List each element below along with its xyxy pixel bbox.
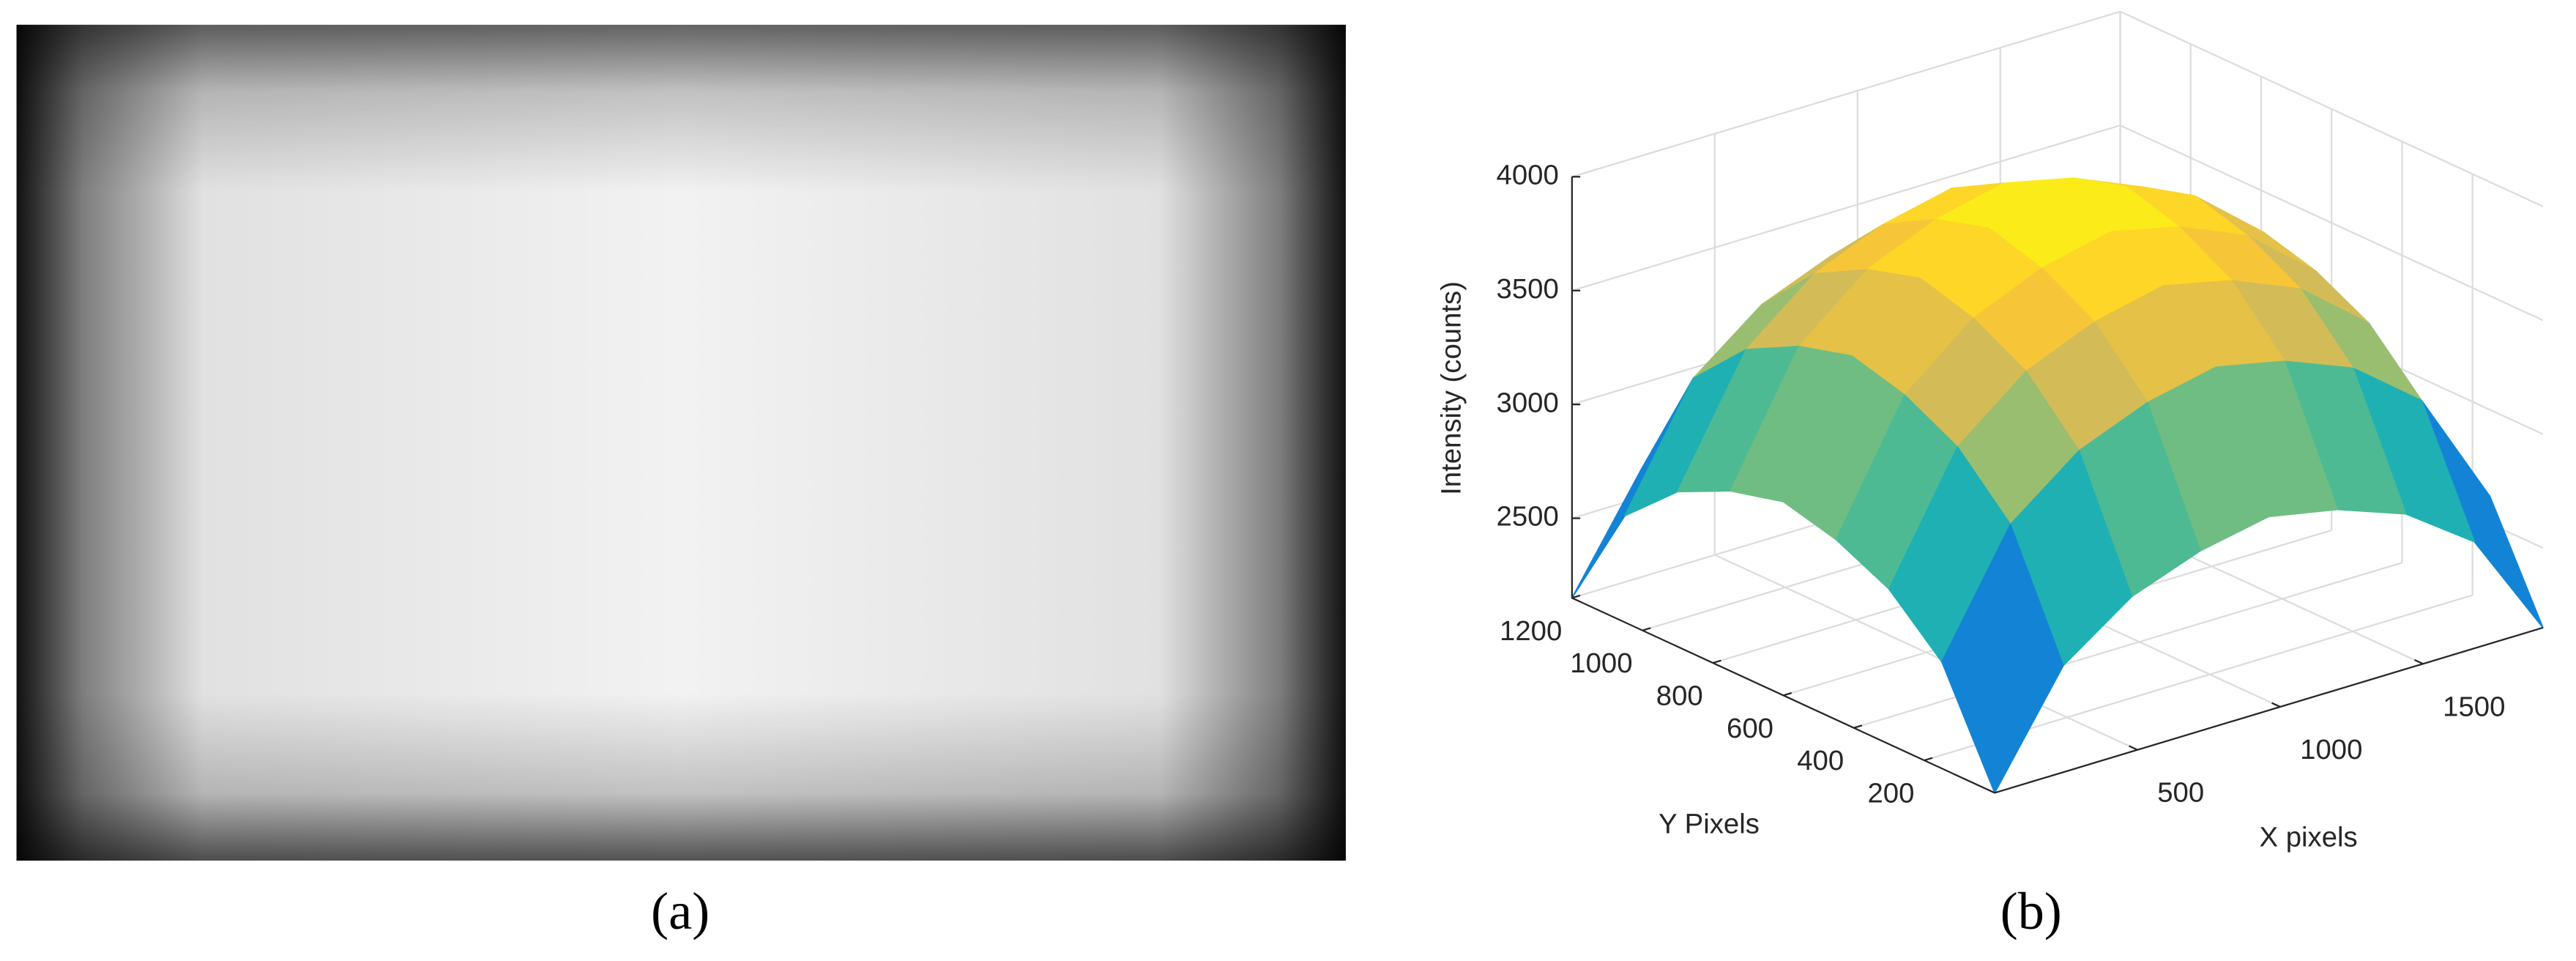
x-tick-label: 1000 bbox=[2300, 734, 2362, 765]
y-tick-label: 600 bbox=[1727, 713, 1773, 744]
surface-patch bbox=[1941, 524, 2064, 794]
y-tick bbox=[1783, 691, 1793, 697]
x-tick bbox=[2271, 702, 2281, 708]
z-tick-label: 4000 bbox=[1497, 159, 1559, 190]
y-tick-label: 200 bbox=[1867, 778, 1914, 809]
y-tick-label: 1200 bbox=[1500, 615, 1562, 647]
y-tick bbox=[1853, 724, 1863, 729]
x-tick bbox=[2129, 745, 2138, 751]
z-tick-label: 3500 bbox=[1497, 273, 1559, 305]
wall-grid-z bbox=[1571, 125, 2121, 292]
y-tick bbox=[1571, 594, 1581, 599]
y-tick-label: 1000 bbox=[1570, 648, 1632, 679]
x-tick bbox=[2414, 658, 2424, 665]
figure-content: (a) 2500 3000 3500 4000 200 400 600 800 1000 1200 5… bbox=[16, 10, 2544, 940]
wall-grid-z bbox=[2120, 10, 2544, 207]
vignette-image bbox=[16, 24, 1346, 861]
y-tick bbox=[1712, 659, 1721, 664]
axis-line bbox=[1994, 626, 2544, 794]
y-tick bbox=[1924, 757, 1933, 762]
z-tick-label: 3000 bbox=[1497, 387, 1559, 418]
y-axis-title: Y Pixels bbox=[1659, 809, 1760, 840]
wall-grid-z bbox=[2120, 125, 2544, 322]
y-tick bbox=[1642, 627, 1651, 631]
x-axis-title: X pixels bbox=[2260, 822, 2358, 853]
image-shade bbox=[16, 24, 1346, 861]
z-axis-title: Intensity (counts) bbox=[1436, 281, 1467, 495]
x-tick-label: 1500 bbox=[2443, 691, 2505, 722]
floor-grid-y bbox=[1853, 562, 2402, 729]
panel-label: (a) bbox=[651, 882, 710, 940]
z-tick-label: 2500 bbox=[1497, 501, 1559, 533]
wall-grid-z bbox=[1571, 10, 2121, 178]
y-tick-label: 800 bbox=[1656, 680, 1703, 712]
x-tick-label: 500 bbox=[2157, 777, 2204, 809]
panel-label: (b) bbox=[2000, 882, 2062, 940]
y-tick-label: 400 bbox=[1797, 745, 1844, 776]
